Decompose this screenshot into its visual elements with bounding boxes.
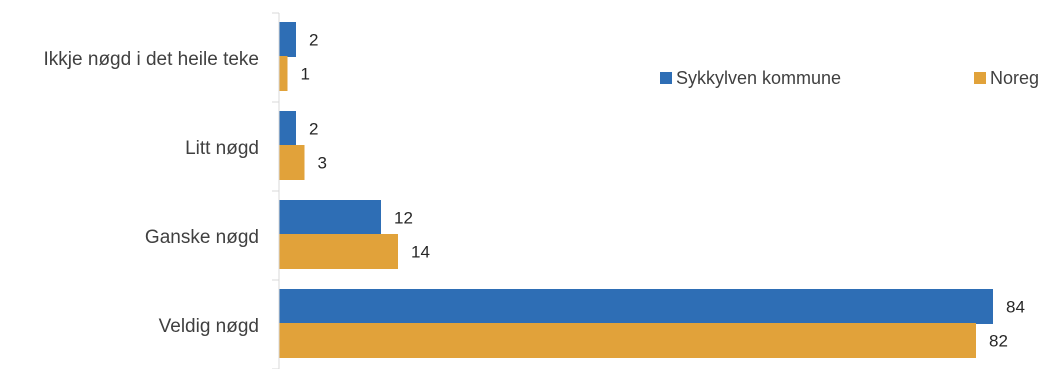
legend-label: Noreg: [990, 68, 1039, 88]
bar: [279, 111, 296, 146]
data-label: 2: [309, 120, 318, 139]
data-label: 84: [1006, 298, 1025, 317]
legend-swatch: [974, 72, 986, 84]
bar: [279, 234, 398, 269]
bar: [279, 145, 305, 180]
category-label: Veldig nøgd: [159, 316, 259, 337]
category-label: Ikkje nøgd i det heile teke: [44, 49, 259, 70]
data-label: 82: [989, 332, 1008, 351]
data-label: 12: [394, 209, 413, 228]
data-label: 14: [411, 243, 430, 262]
bar: [279, 56, 288, 91]
data-label: 1: [301, 65, 310, 84]
data-label: 3: [318, 154, 327, 173]
bar: [279, 323, 976, 358]
legend-label: Sykkylven kommune: [676, 68, 841, 88]
category-label: Ganske nøgd: [145, 227, 259, 248]
category-label: Litt nøgd: [185, 138, 259, 159]
bar: [279, 200, 381, 235]
data-label: 2: [309, 31, 318, 50]
bar: [279, 22, 296, 57]
legend-swatch: [660, 72, 672, 84]
bar: [279, 289, 993, 324]
